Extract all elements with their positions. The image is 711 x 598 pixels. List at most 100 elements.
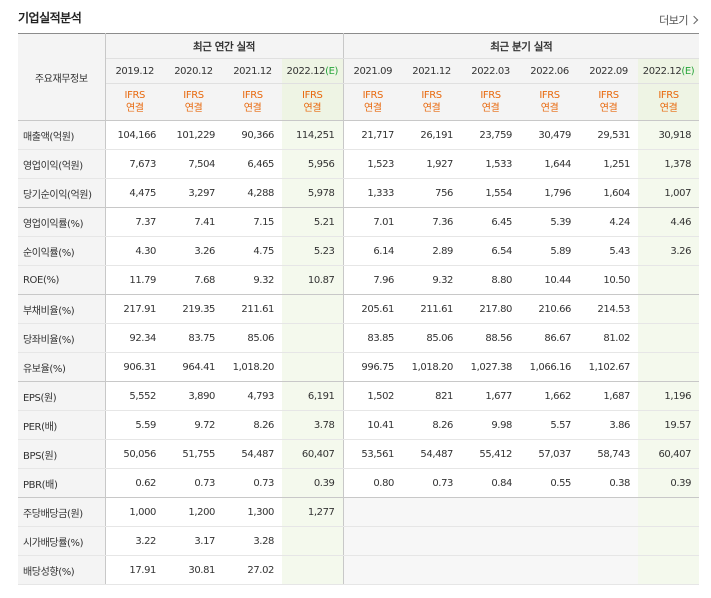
value-cell: 30,479 (520, 120, 580, 150)
value-cell: 3.26 (164, 236, 223, 266)
table-row: 당기순이익(억원) 4,475 3,297 4,288 5,978 1,333 756 1,5… (18, 178, 700, 208)
value-cell: 6,465 (223, 149, 282, 179)
period-date: 2022.09 (589, 65, 628, 77)
period-date: 2019.12 (115, 65, 155, 77)
value-cell: 0.84 (461, 468, 521, 498)
value-cell: 5.21 (282, 207, 344, 237)
value-cell: 92.34 (105, 323, 164, 353)
estimate-mark: (E) (681, 65, 695, 77)
value-cell: 10.44 (520, 265, 580, 295)
basis-label: 연결 (303, 103, 322, 114)
value-cell: 10.50 (579, 265, 639, 295)
table-row: 영업이익률(%) 7.37 7.41 7.15 5.21 7.01 7.36 6.45 5.39… (18, 207, 700, 237)
value-cell: 23,759 (461, 120, 521, 150)
value-cell: 50,056 (105, 439, 164, 469)
value-cell (579, 555, 639, 585)
period-header: 2022.06 (520, 58, 580, 84)
value-cell: 27.02 (223, 555, 282, 585)
value-cell (638, 555, 700, 585)
value-cell: 17.91 (105, 555, 164, 585)
value-cell: 1,300 (223, 497, 282, 527)
table-row: 유보율(%) 906.31 964.41 1,018.20 996.75 1,018.20… (18, 352, 700, 382)
value-cell (520, 555, 580, 585)
row-label: 매출액(억원) (18, 120, 106, 150)
value-cell: 11.79 (105, 265, 164, 295)
value-cell: 217.80 (461, 294, 521, 324)
value-cell: 7.41 (164, 207, 223, 237)
value-cell: 90,366 (223, 120, 282, 150)
value-cell (342, 555, 403, 585)
value-cell: 0.73 (223, 468, 282, 498)
value-cell (638, 323, 700, 353)
section-header: 기업실적분석 더보기 (0, 0, 711, 33)
value-cell: 9.32 (402, 265, 462, 295)
value-cell: 1,277 (282, 497, 344, 527)
value-cell: 211.61 (402, 294, 462, 324)
value-cell (579, 526, 639, 556)
value-cell: 214.53 (579, 294, 639, 324)
value-cell: 1,000 (105, 497, 164, 527)
value-cell: 5.23 (282, 236, 344, 266)
value-cell: 1,927 (402, 149, 462, 179)
value-cell: 210.66 (520, 294, 580, 324)
more-link-label: 더보기 (659, 14, 688, 27)
more-link[interactable]: 더보기 (659, 12, 699, 28)
value-cell: 2.89 (402, 236, 462, 266)
value-cell: 6,191 (282, 381, 344, 411)
value-cell: 9.98 (461, 410, 521, 440)
ifrs-label: IFRS (183, 90, 204, 101)
value-cell: 0.39 (638, 468, 700, 498)
value-cell: 217.91 (105, 294, 164, 324)
value-cell: 60,407 (638, 439, 700, 469)
basis-label: 연결 (184, 103, 203, 114)
period-header: 2022.03 (461, 58, 521, 84)
row-label: PBR(배) (18, 468, 106, 498)
value-cell: 85.06 (223, 323, 282, 353)
value-cell: 1,027.38 (461, 352, 521, 382)
value-cell: 8.80 (461, 265, 521, 295)
table-row: 영업이익(억원) 7,673 7,504 6,465 5,956 1,523 1,927 1,… (18, 149, 700, 179)
annual-group-header: 최근 연간 실적 (105, 33, 344, 59)
accounting-basis-header: IFRS 연결 (164, 83, 223, 121)
basis-label: 연결 (659, 103, 678, 114)
value-cell: 906.31 (105, 352, 164, 382)
value-cell (461, 497, 521, 527)
table-row: BPS(원) 50,056 51,755 54,487 60,407 53,561 54,4… (18, 439, 700, 469)
value-cell: 1,333 (342, 178, 403, 208)
ifrs-label: IFRS (124, 90, 146, 101)
row-label: 당좌비율(%) (18, 323, 106, 353)
value-cell (402, 526, 462, 556)
basis-label: 연결 (363, 103, 382, 114)
accounting-basis-header: IFRS 연결 (638, 83, 700, 121)
value-cell: 10.87 (282, 265, 344, 295)
accounting-basis-header: IFRS 연결 (579, 83, 639, 121)
value-cell (461, 526, 521, 556)
estimate-mark: (E) (325, 65, 338, 77)
value-cell: 1,796 (520, 178, 580, 208)
period-header: 2022.09 (579, 58, 639, 84)
value-cell: 1,604 (579, 178, 639, 208)
value-cell: 1,018.20 (402, 352, 462, 382)
value-cell (282, 526, 344, 556)
section-title: 기업실적분석 (18, 11, 82, 25)
value-cell: 10.41 (342, 410, 403, 440)
table-row: 부채비율(%) 217.91 219.35 211.61 205.61 211.61 217… (18, 294, 700, 324)
value-cell (638, 352, 700, 382)
table-row: 매출액(억원) 104,166 101,229 90,366 114,251 21,717… (18, 120, 700, 150)
row-header-title: 주요재무정보 (18, 33, 106, 121)
value-cell: 6.54 (461, 236, 521, 266)
table-row: ROE(%) 11.79 7.68 9.32 10.87 7.96 9.32 8.80 10.4… (18, 265, 700, 295)
row-label: EPS(원) (18, 381, 106, 411)
value-cell (282, 555, 344, 585)
basis-label: 연결 (481, 103, 500, 114)
ifrs-label: IFRS (242, 90, 263, 101)
value-cell (638, 294, 700, 324)
value-cell: 60,407 (282, 439, 344, 469)
accounting-basis-header: IFRS 연결 (223, 83, 282, 121)
value-cell: 996.75 (342, 352, 403, 382)
value-cell: 5,956 (282, 149, 344, 179)
value-cell: 205.61 (342, 294, 403, 324)
ifrs-label: IFRS (480, 90, 501, 101)
row-label: ROE(%) (18, 265, 106, 295)
value-cell: 964.41 (164, 352, 223, 382)
